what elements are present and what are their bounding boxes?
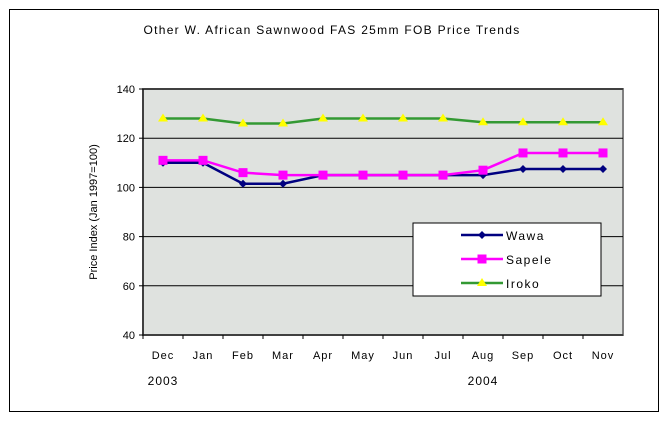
- data-point-iroko: [278, 118, 288, 127]
- data-point-iroko: [198, 113, 208, 122]
- data-point-iroko: [438, 113, 448, 122]
- chart-frame: [9, 9, 659, 412]
- x-tick-label: Aug: [472, 350, 495, 362]
- data-point-sapele: [478, 165, 488, 175]
- y-axis-label: Price Index (Jan 1997=100): [88, 144, 100, 279]
- data-point-iroko: [598, 117, 608, 126]
- x-tick-label: Sep: [512, 350, 535, 362]
- data-point-sapele: [518, 148, 528, 158]
- x-tick-label: Nov: [592, 350, 615, 362]
- data-point-iroko: [318, 113, 328, 122]
- x-tick-label: Oct: [553, 350, 573, 362]
- data-point-sapele: [198, 155, 208, 165]
- data-point-iroko: [478, 117, 488, 126]
- data-point-sapele: [358, 170, 368, 180]
- data-point-iroko: [518, 117, 528, 126]
- data-point-sapele: [278, 170, 288, 180]
- year-label: 2004: [468, 374, 499, 388]
- y-tick-label: 40: [123, 330, 135, 342]
- x-tick-label: May: [351, 350, 375, 362]
- data-point-sapele: [238, 168, 248, 178]
- legend: [412, 222, 602, 297]
- legend-marker-wawa: [478, 231, 486, 239]
- y-tick-label: 80: [123, 232, 135, 244]
- plot-area: [142, 88, 624, 336]
- data-point-sapele: [598, 148, 608, 158]
- y-tick-label: 60: [123, 281, 135, 293]
- x-tick-label: Mar: [272, 350, 294, 362]
- legend-label-sapele: Sapele: [506, 253, 552, 267]
- data-point-wawa: [559, 164, 567, 173]
- legend-label-wawa: Wawa: [506, 229, 545, 243]
- x-tick-label: Jul: [434, 350, 451, 362]
- data-point-iroko: [558, 117, 568, 126]
- series-line-sapele: [163, 151, 603, 177]
- y-tick-label: 100: [117, 182, 135, 194]
- data-point-sapele: [558, 148, 568, 158]
- data-point-wawa: [279, 179, 287, 188]
- y-tick-label: 120: [117, 133, 135, 145]
- data-point-wawa: [599, 164, 607, 173]
- legend-marker-sapele: [477, 254, 487, 264]
- data-point-sapele: [438, 170, 448, 180]
- data-point-iroko: [158, 113, 168, 122]
- data-point-sapele: [398, 170, 408, 180]
- data-point-iroko: [358, 113, 368, 122]
- x-tick-label: Dec: [152, 350, 175, 362]
- chart-title: Other W. African Sawnwood FAS 25mm FOB P…: [143, 23, 520, 37]
- data-point-sapele: [158, 155, 168, 165]
- x-tick-label: Apr: [313, 350, 333, 362]
- y-tick-label: 140: [117, 84, 135, 96]
- series-line-iroko: [163, 117, 603, 125]
- data-point-wawa: [519, 164, 527, 173]
- x-tick-label: Jan: [193, 350, 214, 362]
- data-point-wawa: [239, 179, 247, 188]
- x-tick-label: Jun: [393, 350, 414, 362]
- x-tick-label: Feb: [232, 350, 254, 362]
- data-point-iroko: [398, 113, 408, 122]
- data-point-sapele: [318, 170, 328, 180]
- year-label: 2003: [148, 374, 179, 388]
- legend-label-iroko: Iroko: [506, 277, 540, 291]
- data-point-iroko: [238, 118, 248, 127]
- legend-marker-iroko: [477, 278, 487, 286]
